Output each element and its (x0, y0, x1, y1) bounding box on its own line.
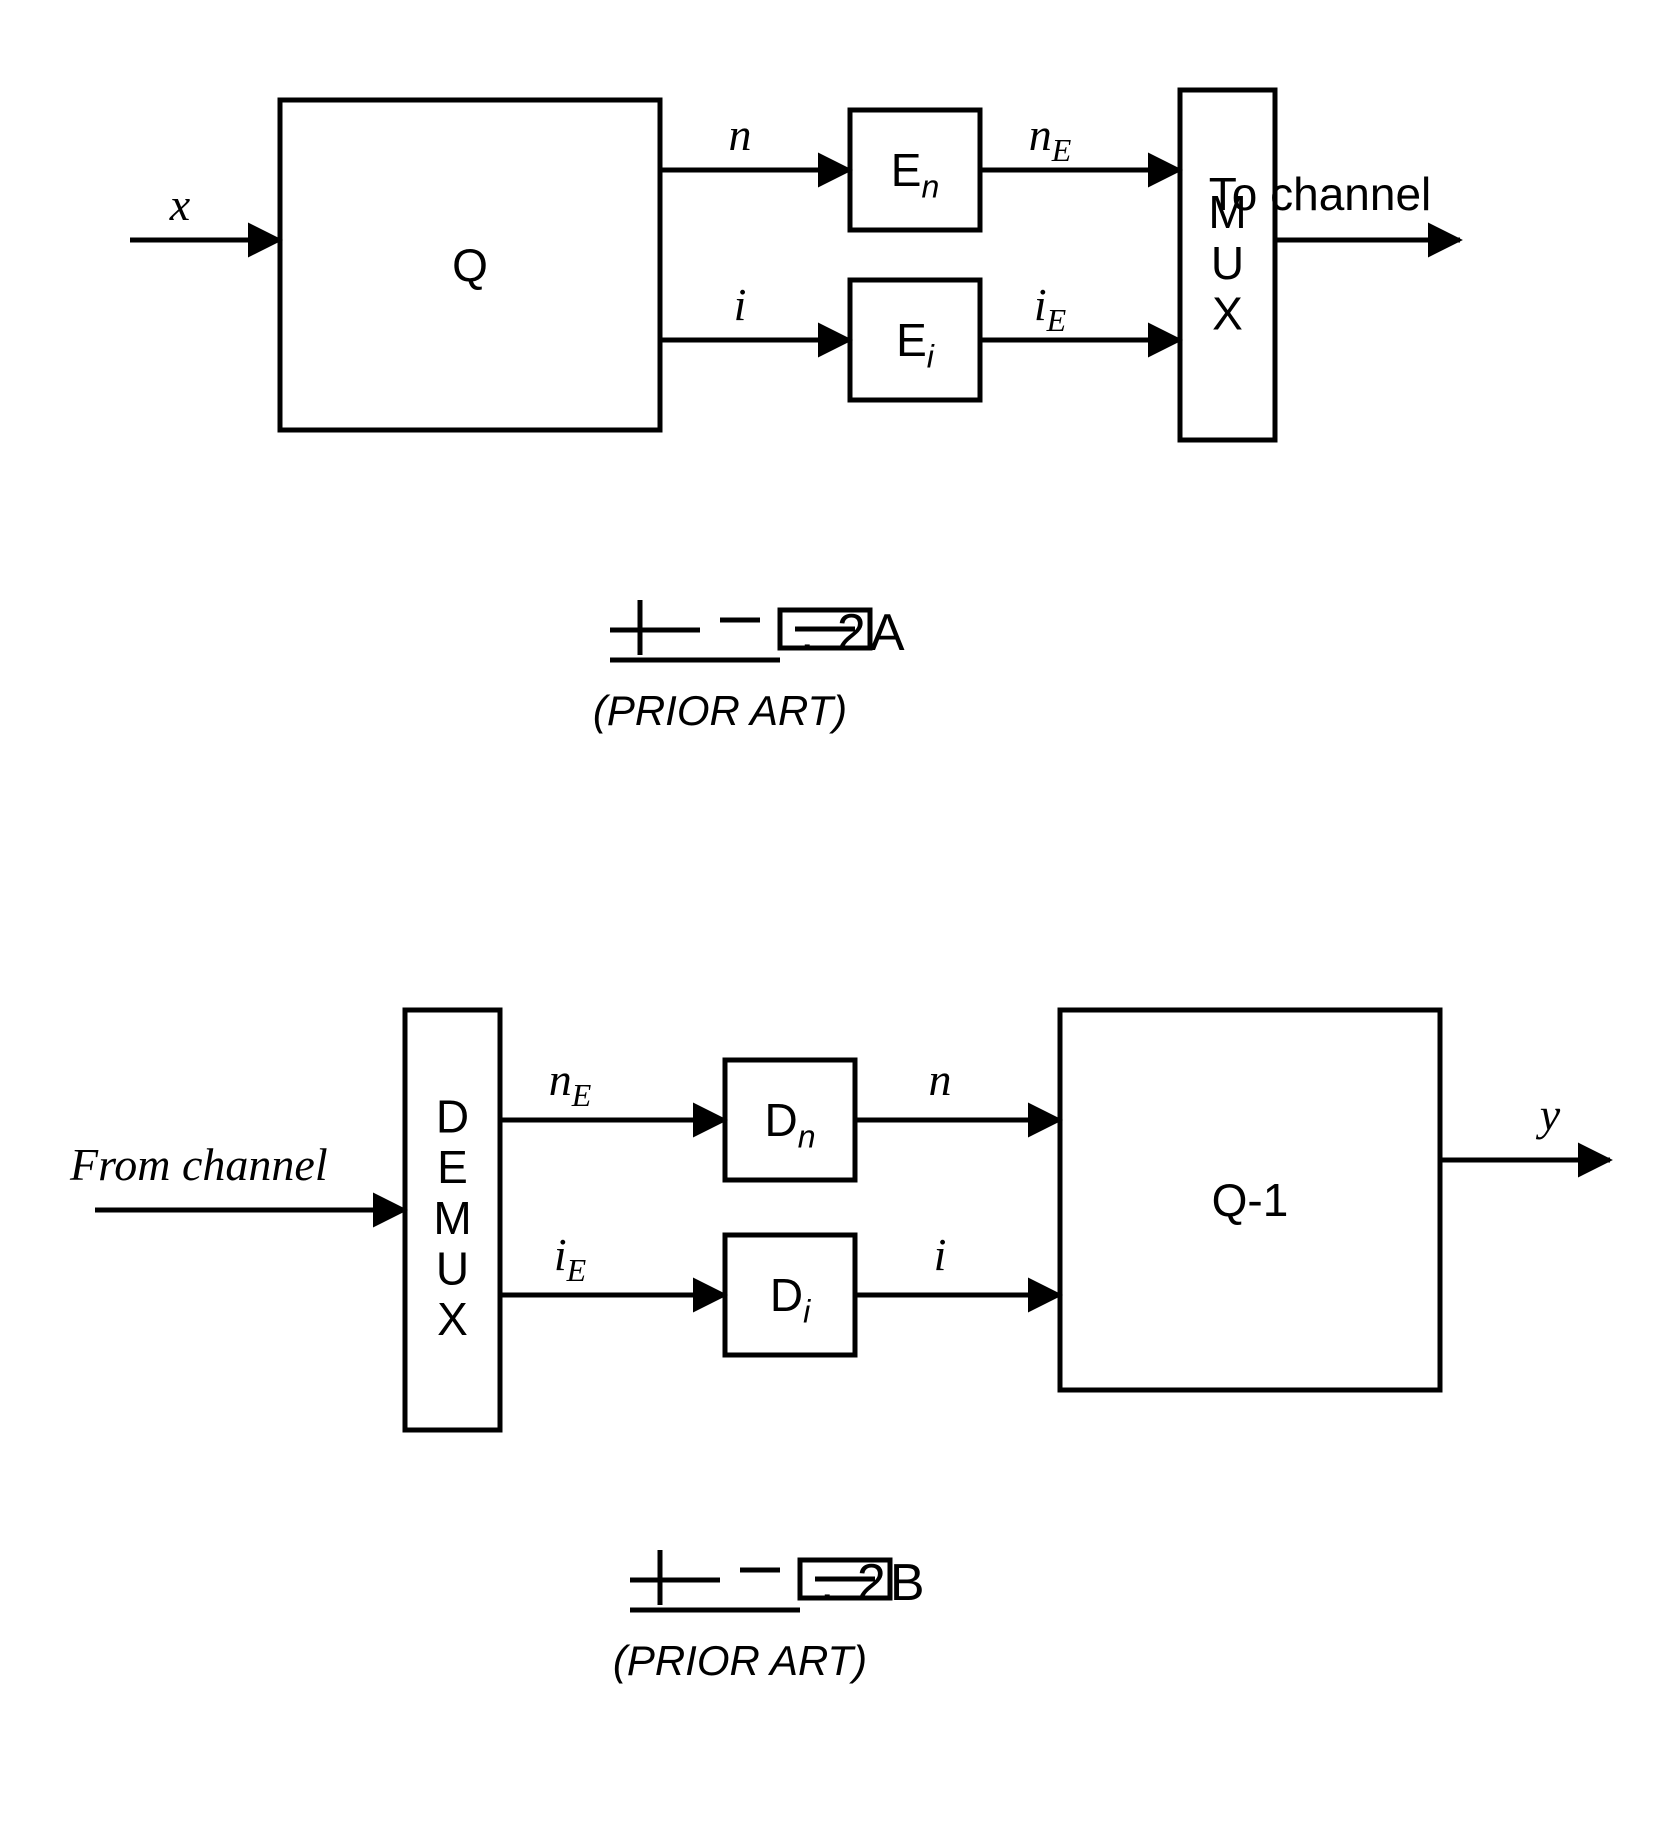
en-block-label: En (891, 144, 939, 204)
demux-block-label: M (433, 1192, 471, 1244)
ie-signal-a-label: iE (1034, 279, 1067, 338)
i-signal-a-label: i (734, 279, 747, 330)
fig-suffix: . 2B (820, 1554, 929, 1612)
n-signal-b-label: n (929, 1054, 952, 1105)
ne-signal-a-label: nE (1029, 109, 1072, 168)
demux-block-label: U (436, 1242, 469, 1294)
qinv-block-label: Q-1 (1212, 1174, 1289, 1226)
q-block-label: Q (452, 239, 488, 291)
ei-block-label: Ei (896, 314, 935, 374)
di-block-label: Di (770, 1269, 811, 1329)
demux-block-label: X (437, 1293, 468, 1345)
fig-suffix: . 2A (800, 604, 909, 662)
demux-block-label: D (436, 1091, 469, 1143)
demux-block-label: E (437, 1141, 468, 1193)
ie-signal-b-label: iE (554, 1229, 587, 1288)
n-signal-a-label: n (729, 109, 752, 160)
from-channel-label: From channel (69, 1139, 328, 1190)
y-output-label: y (1536, 1089, 1561, 1140)
mux-block-label: X (1212, 287, 1243, 339)
x-input-label: x (169, 179, 191, 230)
prior-art-label: (PRIOR ART) (613, 1637, 867, 1684)
mux-block-label: U (1211, 237, 1244, 289)
i-signal-b-label: i (934, 1229, 947, 1280)
dn-block-label: Dn (764, 1094, 815, 1154)
ne-signal-b-label: nE (549, 1054, 592, 1113)
to-channel-label: To channel (1209, 168, 1432, 220)
prior-art-label: (PRIOR ART) (593, 687, 847, 734)
